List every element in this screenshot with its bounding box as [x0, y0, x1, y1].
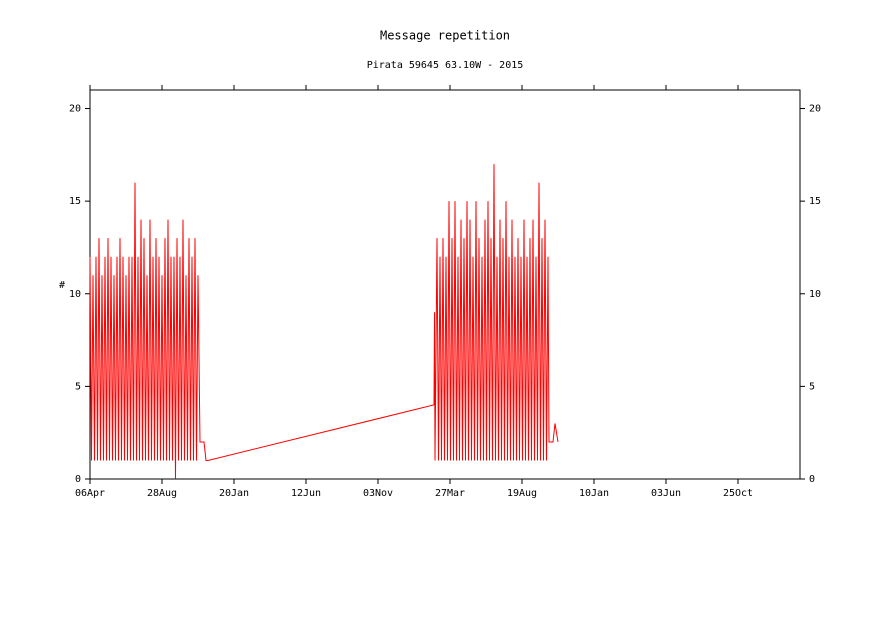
x-tick-label: 03Jun [651, 488, 681, 499]
y2-tick-label: 5 [809, 381, 815, 392]
y-axis-label: # [59, 280, 65, 291]
x-tick-label: 25Oct [723, 488, 753, 499]
x-tick-label: 27Mar [435, 488, 465, 499]
y2-tick-label: 10 [809, 289, 821, 300]
y-tick-label: 0 [75, 474, 81, 485]
x-tick-label: 06Apr [75, 488, 105, 499]
y-tick-label: 10 [69, 289, 81, 300]
y-tick-label: 20 [69, 104, 81, 115]
x-tick-label: 20Jan [219, 488, 249, 499]
chart-subtitle: Pirata 59645 63.10W - 2015 [367, 60, 524, 71]
y2-tick-label: 0 [809, 474, 815, 485]
x-tick-label: 10Jan [579, 488, 609, 499]
x-tick-label: 03Nov [363, 488, 393, 499]
x-tick-label: 12Jun [291, 488, 321, 499]
data-line [89, 164, 559, 480]
chart-title: Message repetition [380, 29, 510, 43]
x-tick-label: 19Aug [507, 488, 537, 499]
y-tick-label: 5 [75, 381, 81, 392]
y2-tick-label: 20 [809, 104, 821, 115]
x-tick-label: 28Aug [147, 488, 177, 499]
y2-tick-label: 15 [809, 196, 821, 207]
y-tick-label: 15 [69, 196, 81, 207]
